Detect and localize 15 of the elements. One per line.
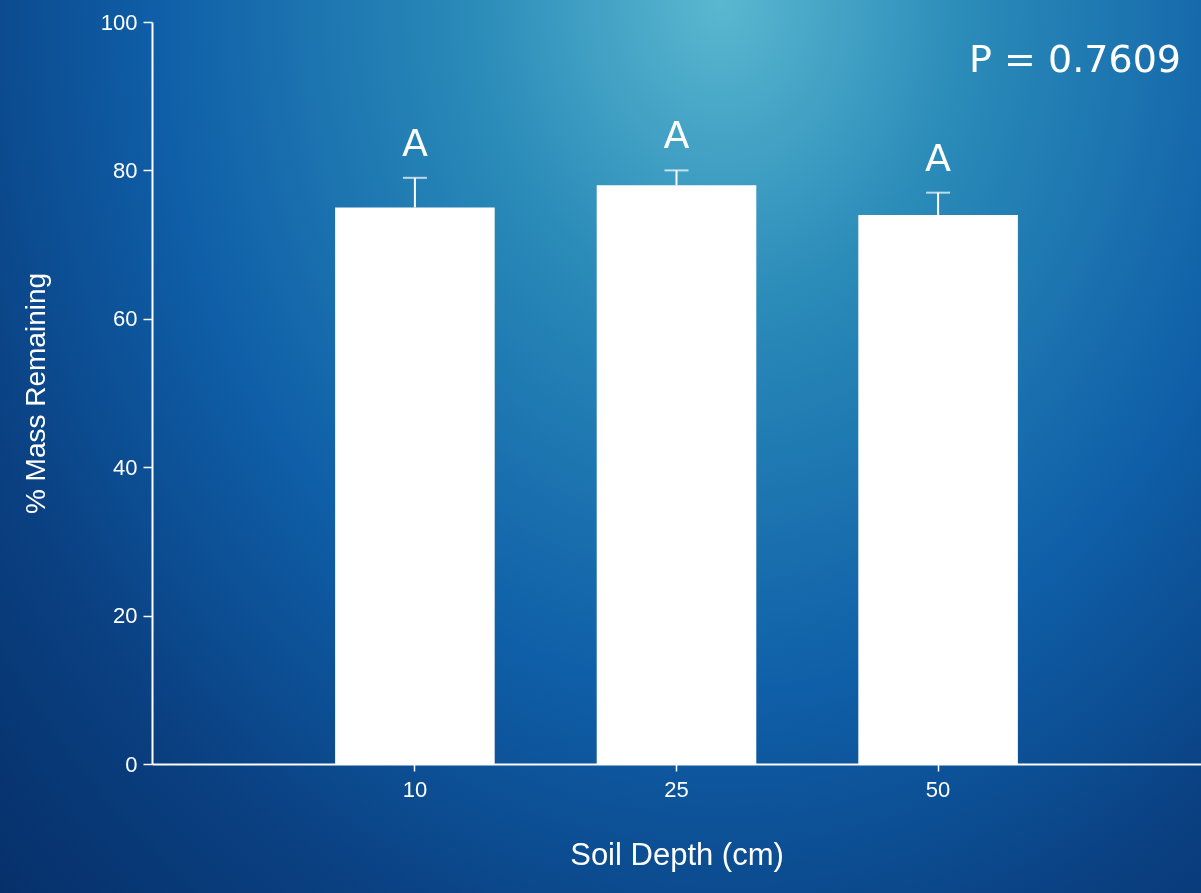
x-axis-title: Soil Depth (cm) bbox=[570, 836, 784, 872]
annotation: A bbox=[925, 135, 952, 180]
y-tick-label: 40 bbox=[113, 454, 138, 480]
annotation: A bbox=[663, 113, 690, 158]
y-tick-label: 80 bbox=[113, 157, 138, 183]
y-tick-label: 0 bbox=[125, 751, 138, 777]
y-tick-label: 20 bbox=[113, 603, 138, 629]
y-tick-label: 100 bbox=[100, 9, 138, 35]
x-tick-label: 25 bbox=[664, 776, 689, 802]
annotation: P = 0.7609 bbox=[969, 37, 1181, 81]
annotation: A bbox=[401, 120, 428, 165]
y-tick-label: 60 bbox=[113, 306, 138, 332]
x-tick-label: 50 bbox=[925, 776, 951, 802]
x-tick-label: 10 bbox=[402, 776, 428, 802]
y-axis-title: % Mass Remaining bbox=[19, 272, 51, 515]
